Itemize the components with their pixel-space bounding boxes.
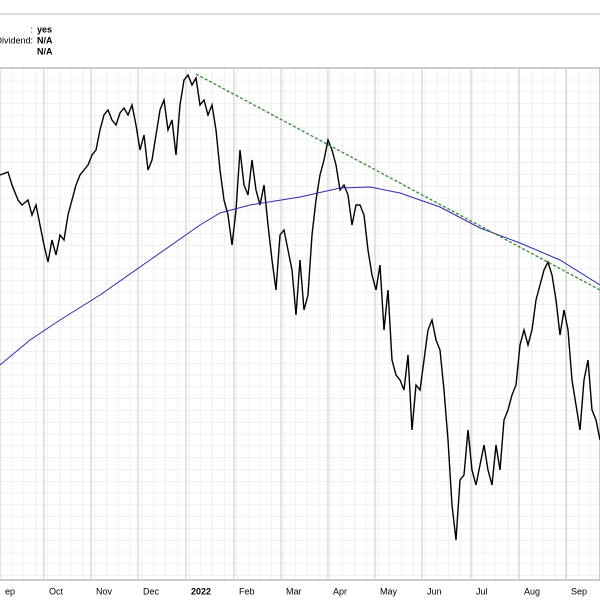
x-tick-label: Apr bbox=[333, 586, 347, 596]
x-tick-label: Nov bbox=[96, 586, 113, 596]
header-value: N/A bbox=[37, 46, 53, 56]
x-tick-label: Jun bbox=[427, 586, 442, 596]
x-tick-label: Dec bbox=[143, 586, 160, 596]
plot-area bbox=[0, 67, 600, 581]
series-line bbox=[0, 73, 600, 541]
header-label: : bbox=[30, 24, 33, 34]
x-tick-label: Aug bbox=[524, 586, 540, 596]
x-tick-label: May bbox=[380, 586, 398, 596]
x-tick-label: Oct bbox=[49, 586, 64, 596]
x-tick-label: Jul bbox=[476, 586, 488, 596]
x-tick-label: Feb bbox=[239, 586, 255, 596]
header-label: Dividend: bbox=[0, 35, 33, 45]
header-value: yes bbox=[37, 24, 52, 34]
x-tick-label: Sep bbox=[571, 586, 587, 596]
header-value: N/A bbox=[37, 35, 53, 45]
x-tick-label: Mar bbox=[286, 586, 302, 596]
x-tick-label: ep bbox=[5, 586, 15, 596]
x-tick-label: 2022 bbox=[191, 586, 211, 596]
series-line bbox=[195, 73, 600, 291]
